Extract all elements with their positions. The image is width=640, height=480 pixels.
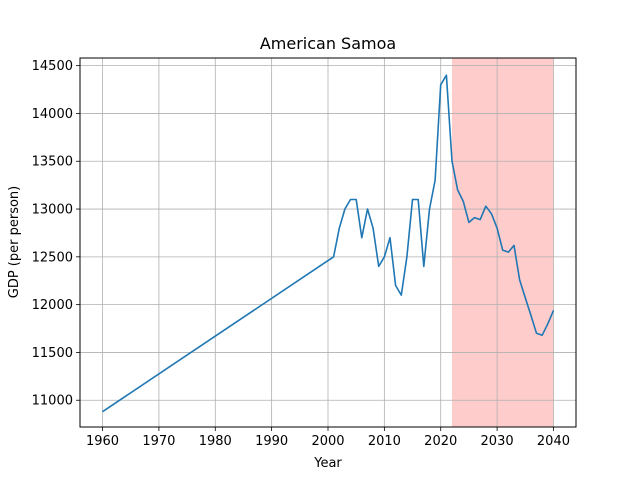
y-tick-label: 13000 [32,203,73,218]
x-tick-label: 1960 [86,434,119,449]
y-axis-label: GDP (per person) [7,186,22,299]
series-layer [102,74,555,413]
x-tick-label: 2010 [368,434,401,449]
y-tick-label: 11500 [32,346,73,361]
x-tick-label: 2020 [424,434,457,449]
gdp-series-line [102,74,555,413]
x-axis-label: Year [313,456,342,471]
x-tick-label: 1990 [255,434,288,449]
x-tick-label: 2000 [311,434,344,449]
x-tick-label: 1970 [142,434,175,449]
grid-layer [80,58,576,427]
y-tick-label: 14000 [32,107,73,122]
y-tick-label: 13500 [32,155,73,170]
tick-layer: 1960 1970 1980 1990 2000 2010 2020 2030 2040 1100… [32,59,570,449]
x-tick-label: 2040 [537,434,570,449]
y-tick-label: 11000 [32,394,73,409]
forecast-shaded-region [452,58,554,427]
chart-title: American Samoa [260,34,396,53]
x-tick-label: 2030 [481,434,514,449]
y-tick-label: 12500 [32,250,73,265]
shaded-region-layer [452,58,554,427]
y-tick-label: 12000 [32,298,73,313]
x-tick-label: 1980 [199,434,232,449]
y-tick-label: 14500 [32,59,73,74]
